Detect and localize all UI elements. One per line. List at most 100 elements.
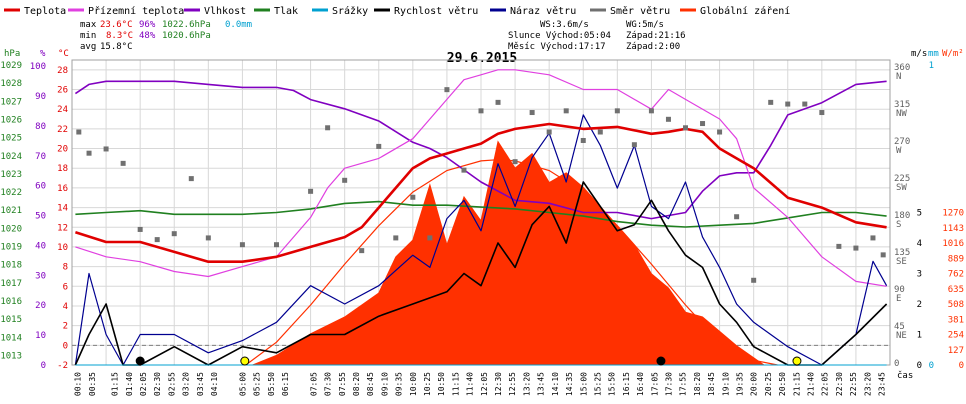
tick-label-hpa: 1015 [0,315,22,325]
info-sun-rise: Slunce Východ:05:04 [508,31,611,41]
legend-item-tlak: Tlak [254,6,298,17]
tick-label-mm: 0 [929,361,934,371]
legend-item-naraz-vetru: Náraz větru [490,5,576,17]
wind-direction-point [205,235,211,241]
legend-item-teplota: Teplota [4,6,66,17]
tick-label-pct: 70 [35,152,46,162]
tick-label-wind-dir: 315 [894,100,910,110]
tick-label-pct: 0 [41,361,46,371]
legend: Teplota Přízemní teplota Vlhkost Tlak Sr… [4,5,790,17]
axes: 1029102810271026102510241023102210211020… [0,61,964,396]
stat-max-label: max [80,20,97,30]
wind-direction-point [700,121,706,127]
tick-label-degc: 28 [57,66,68,76]
tick-label-wind-dir: 225 [894,174,910,184]
stat-max-press: 1022.6hPa [162,20,211,30]
tick-label-time: 12:30 [494,372,503,396]
legend-item-smer-vetru: Směr větru [590,5,670,17]
wind-direction-point [325,125,331,131]
wind-direction-point [76,129,82,135]
tick-label-time: 12:55 [508,372,517,396]
tick-label-ms: 5 [917,209,922,219]
tick-label-hpa: 1026 [0,115,22,125]
wind-direction-point [529,110,535,116]
wind-direction-point [103,146,109,152]
tick-label-time: 03:45 [196,372,205,396]
tick-label-time: 08:45 [366,372,375,396]
tick-label-hpa: 1018 [0,261,22,271]
wind-direction-point [614,108,620,114]
legend-label-smer-vetru: Směr větru [610,5,670,17]
tick-label-ms: 3 [917,270,922,280]
wind-direction-point [410,194,416,200]
temperature-line [75,122,887,263]
tick-label-degc: 8 [63,263,68,273]
legend-item-rychlost-vetru: Rychlost větru [374,5,478,17]
tick-label-time: 04:10 [210,372,219,396]
unit-hpa: hPa [4,49,20,59]
legend-label-globalni-zareni: Globální záření [700,5,790,17]
tick-label-compass: S [896,220,901,230]
tick-label-time: 09:10 [380,372,389,396]
tick-label-wm2: 508 [948,300,964,310]
tick-label-time: 18:20 [693,372,702,396]
tick-label-time: 15:00 [579,372,588,396]
legend-label-rychlost-vetru: Rychlost větru [394,5,478,17]
tick-label-wm2: 381 [948,315,964,325]
unit-wm2: W/m² [942,49,964,59]
tick-label-time: 19:35 [735,372,744,396]
tick-label-time: 23:20 [863,372,872,396]
tick-label-ms: 1 [917,331,922,341]
tick-label-time: 21:40 [806,372,815,396]
event-markers [135,356,802,366]
tick-label-pct: 10 [35,331,46,341]
legend-item-vlhkost: Vlhkost [184,6,246,17]
tick-label-pct: 30 [35,271,46,281]
tick-label-time: 14:10 [551,372,560,396]
radiation-series [245,140,778,366]
wind-direction-point [512,159,518,165]
legend-item-srazky: Srážky [312,5,368,17]
wind-direction-point [495,99,501,105]
radiation-area [252,140,766,366]
wind-direction-point [768,99,774,105]
tick-label-pct: 80 [35,122,46,132]
tick-label-degc: -2 [57,361,68,371]
stat-min-label: min [80,31,96,41]
tick-label-time: 12:05 [480,372,489,396]
tick-label-mm: 1 [929,61,934,71]
tick-label-hpa: 1013 [0,351,22,361]
info-moon-rise: Měsíc Východ:17:17 [508,42,606,52]
tick-label-hpa: 1023 [0,170,22,180]
sunset-marker [792,356,802,366]
tick-label-time: 01:15 [111,372,120,396]
tick-label-wm2: 889 [948,254,964,264]
tick-label-degc: 18 [57,164,68,174]
tick-label-time: 01:40 [125,372,134,396]
ground-temp-line [75,69,887,287]
tick-label-hpa: 1027 [0,97,22,107]
tick-label-time: 02:05 [139,372,148,396]
tick-label-wm2: 1270 [942,209,964,219]
line-series [74,69,888,366]
tick-label-compass: NW [896,109,907,119]
wind-direction-point [683,125,688,131]
tick-label-time: 00:10 [74,372,83,396]
tick-label-time: 02:30 [153,372,162,396]
tick-label-hpa: 1028 [0,79,22,89]
tick-label-wm2: 254 [948,331,964,341]
tick-label-degc: 16 [57,184,68,194]
wind-direction-point [819,110,825,116]
wind-direction-point [802,101,808,107]
tick-label-time: 20:00 [750,372,759,396]
tick-label-time: 13:20 [522,372,531,396]
tick-label-pct: 50 [35,212,46,222]
tick-label-pct: 20 [35,301,46,311]
chart-date-title: 29.6.2015 [447,51,517,66]
tick-label-wm2: 635 [948,285,964,295]
radiation-theoretical-line [245,159,778,366]
tick-label-wind-dir: 135 [894,248,910,258]
tick-label-ms: 2 [917,300,922,310]
